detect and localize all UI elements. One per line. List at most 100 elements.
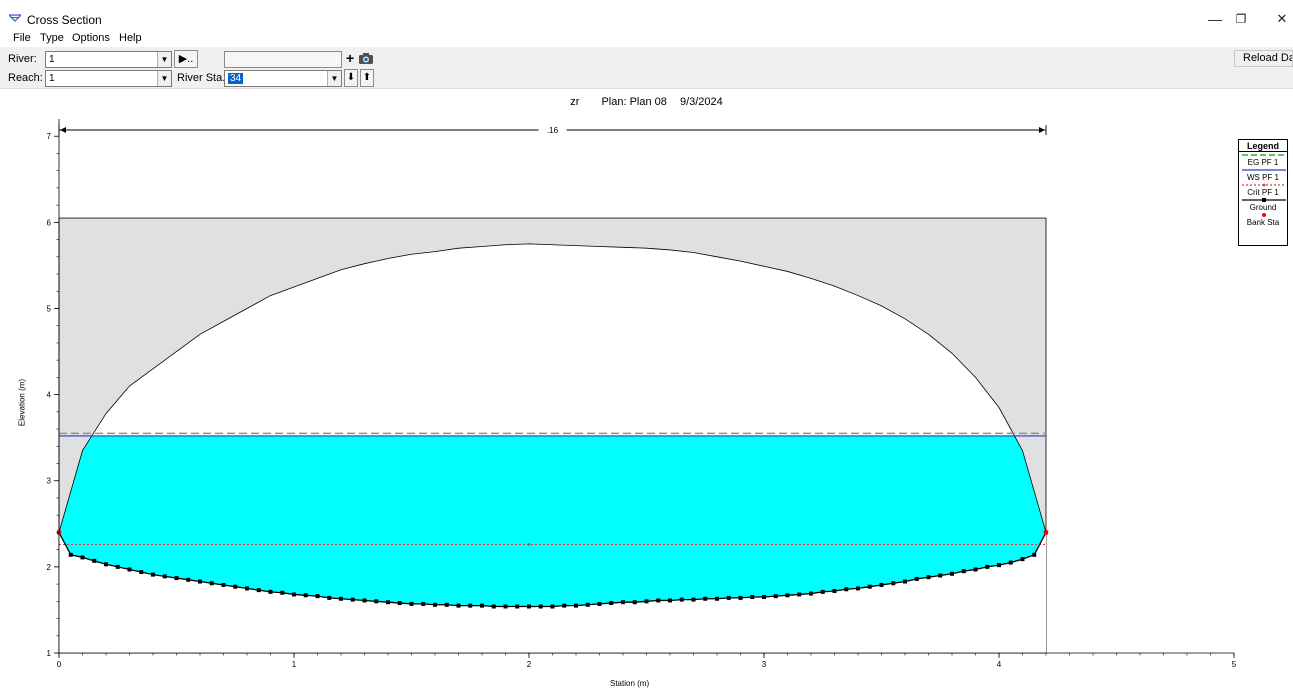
menu-bar: File Type Options Help <box>0 30 1293 47</box>
x-tick-label: 1 <box>292 660 297 669</box>
ground-point <box>115 564 120 569</box>
ground-point <box>256 588 261 593</box>
ground-point <box>456 603 461 608</box>
ground-point <box>820 589 825 594</box>
ground-point <box>221 582 226 587</box>
plot-plan: Plan: Plan 08 <box>601 96 667 108</box>
chevron-down-icon[interactable]: ▼ <box>157 71 171 86</box>
river-select[interactable]: 1 ▼ <box>45 51 172 68</box>
x-tick-label: 2 <box>527 660 532 669</box>
manning-arrow-left <box>60 127 66 133</box>
reach-select[interactable]: 1 ▼ <box>45 70 172 87</box>
menu-options[interactable]: Options <box>72 32 110 44</box>
ground-point <box>809 591 813 596</box>
ground-point <box>409 601 414 606</box>
y-tick-label: 3 <box>47 477 52 486</box>
x-tick-label: 3 <box>762 660 767 669</box>
ground-point <box>280 590 285 595</box>
ground-point <box>162 574 167 579</box>
ground-point <box>1020 557 1025 562</box>
ground-point <box>68 552 73 557</box>
menu-help[interactable]: Help <box>119 32 142 44</box>
menu-type[interactable]: Type <box>40 32 64 44</box>
ground-point <box>574 603 578 608</box>
river-sta-value: 34 <box>228 73 244 84</box>
ground-point <box>92 558 97 563</box>
ground-point <box>785 593 790 598</box>
ground-point <box>832 588 837 593</box>
ground-point <box>174 576 179 581</box>
ground-point <box>386 600 390 605</box>
reach-label: Reach: <box>8 72 43 84</box>
chevron-down-icon[interactable]: ▼ <box>327 71 341 86</box>
ground-point <box>104 562 108 567</box>
ground-below <box>59 532 1046 653</box>
legend-ground-label: Ground <box>1249 203 1277 212</box>
reload-data-button[interactable]: Reload Data <box>1234 50 1293 67</box>
ground-point <box>1008 560 1013 565</box>
menu-file[interactable]: File <box>13 32 31 44</box>
river-sta-select[interactable]: 34 ▼ <box>224 70 342 87</box>
water-fill <box>59 435 1046 607</box>
next-up-button[interactable]: ⬆ <box>360 69 374 87</box>
ground-point <box>315 594 320 599</box>
ground-point <box>562 603 567 608</box>
ground-point <box>433 602 437 607</box>
legend-ws-label: WS PF 1 <box>1246 173 1279 182</box>
ground-point <box>397 601 402 606</box>
ground-point <box>644 599 649 604</box>
legend-title: Legend <box>1239 140 1287 152</box>
chevron-down-icon[interactable]: ▼ <box>157 52 171 67</box>
ground-point <box>303 593 308 598</box>
y-tick-label: 5 <box>47 304 52 313</box>
ground-point <box>480 603 484 608</box>
ground-point <box>938 573 943 578</box>
camera-icon[interactable] <box>358 52 374 65</box>
ground-point <box>597 601 602 606</box>
river-label: River: <box>8 53 37 65</box>
crit-point <box>527 543 531 546</box>
ground-point <box>997 563 1001 568</box>
y-tick-label: 2 <box>47 563 52 572</box>
next-down-button[interactable]: ⬇ <box>344 69 358 87</box>
ground-point <box>139 570 144 575</box>
ground-point <box>550 604 555 609</box>
profile-textbox[interactable] <box>224 51 342 68</box>
ground-point <box>421 601 426 606</box>
legend-entry-ws: WS PF 1 <box>1239 167 1287 182</box>
legend-eg-label: EG PF 1 <box>1247 158 1279 167</box>
ground-point <box>233 584 238 589</box>
close-button[interactable]: ✕ <box>1276 11 1288 26</box>
y-tick-label: 4 <box>47 391 52 400</box>
maximize-button[interactable]: ❐ <box>1235 12 1247 26</box>
toolbar: River: 1 ▼ ▶.. + Reach: 1 ▼ River Sta.: … <box>0 47 1293 89</box>
play-button[interactable]: ▶.. <box>174 50 198 68</box>
legend-entry-eg: EG PF 1 <box>1239 152 1287 167</box>
reach-value: 1 <box>49 73 55 84</box>
ground-point <box>773 594 778 599</box>
ground-point <box>621 600 625 605</box>
ground-point <box>515 604 520 609</box>
bank-station-point <box>1043 530 1049 535</box>
ground-point <box>914 576 919 581</box>
ground-point <box>292 592 296 597</box>
ground-point <box>268 589 273 594</box>
plot-date: 9/3/2024 <box>679 96 723 108</box>
legend: Legend EG PF 1 WS PF 1 Crit PF 1 Ground … <box>1238 139 1288 246</box>
x-tick-label: 5 <box>1232 660 1237 669</box>
ground-point <box>609 601 614 606</box>
ground-point <box>151 572 155 577</box>
plot-project: zr <box>570 96 580 108</box>
ground-point <box>856 586 860 591</box>
plot-header: zr Plan: Plan 08 9/3/2024 <box>0 96 1293 108</box>
ground-point <box>950 571 954 576</box>
x-axis-label: Station (m) <box>610 679 650 688</box>
cross-section-plot: zr Plan: Plan 08 9/3/2024 .16 1 2 3 4 5 6 7 0 1 2 3… <box>0 89 1293 696</box>
ground-point <box>738 595 743 600</box>
ground-point <box>186 577 191 582</box>
minimize-button[interactable]: — <box>1208 11 1222 27</box>
ground-point <box>926 575 931 580</box>
ground-point <box>339 596 343 601</box>
ground-point <box>867 584 872 589</box>
add-plus-icon[interactable]: + <box>346 50 355 66</box>
